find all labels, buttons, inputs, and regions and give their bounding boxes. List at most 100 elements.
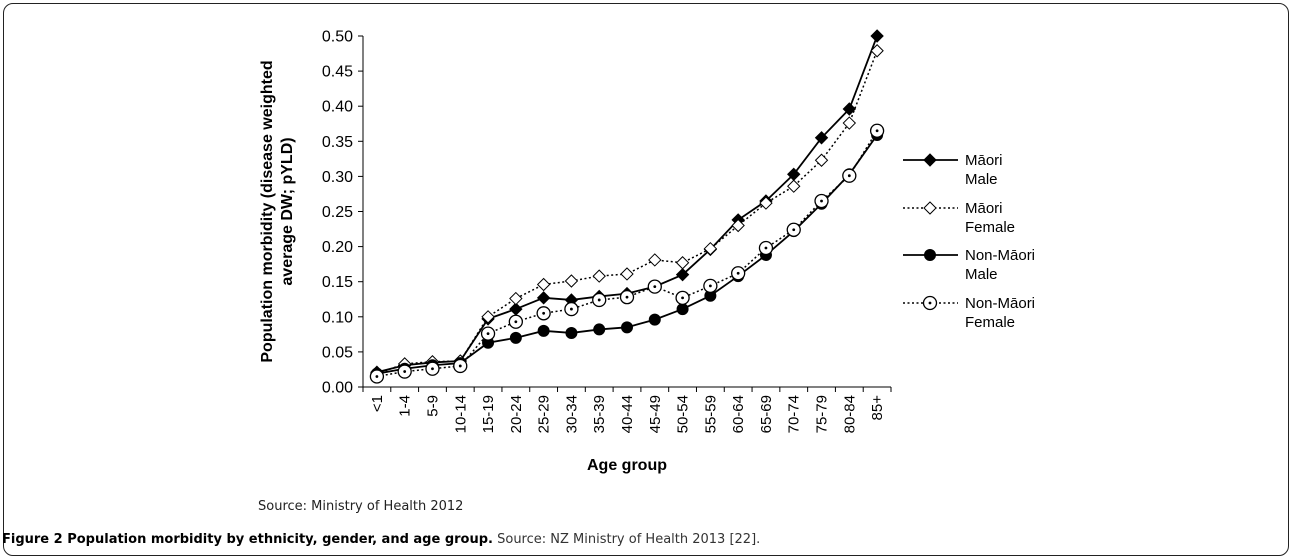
data-point [564, 301, 579, 317]
legend-label-line1: Māori [965, 152, 1003, 169]
data-point [814, 193, 829, 209]
caption-title: Figure 2 Population morbidity by ethnici… [2, 532, 493, 547]
x-tick-label: 70-74 [786, 395, 803, 433]
data-point [786, 222, 801, 237]
legend-label-line2: Male [965, 266, 998, 283]
marker-center [486, 332, 490, 336]
x-tick-label: 85+ [869, 395, 886, 421]
y-tick-label: 0.15 [322, 274, 353, 291]
marker-center [458, 364, 462, 368]
x-tick-label: 60-64 [730, 395, 747, 433]
marker-center [653, 285, 657, 289]
legend-label-line1: Māori [965, 200, 1003, 217]
caption-source: Source: NZ Ministry of Health 2013 [22]. [492, 532, 761, 547]
data-point [593, 323, 606, 336]
data-point [619, 289, 635, 305]
data-point [870, 44, 884, 58]
data-point [675, 267, 690, 282]
y-tick-label: 0.20 [322, 239, 353, 256]
data-point [842, 102, 857, 116]
source-note: Source: Ministry of Health 2012 [258, 499, 464, 514]
data-point [480, 326, 496, 341]
legend-item-2: Māori Female [903, 200, 1015, 236]
x-tick-label: 50-54 [675, 395, 692, 433]
data-point [592, 269, 606, 283]
y-tick-label: 0.05 [322, 344, 353, 361]
x-tick-label: 45-49 [647, 395, 664, 433]
data-point [565, 326, 578, 339]
legend-item-4: Non-Māori Female [903, 295, 1035, 331]
figure-caption: Figure 2 Population morbidity by ethnici… [2, 532, 760, 547]
data-point [621, 321, 633, 334]
legend-marker [923, 201, 937, 215]
x-tick-label: 1-4 [397, 395, 414, 417]
legend-item-1: Māori Male [903, 152, 1003, 188]
y-tick-label: 0.35 [322, 134, 353, 151]
data-point [564, 274, 579, 288]
data-point [509, 291, 523, 306]
data-point [369, 369, 385, 384]
x-tick-label: 65-69 [758, 395, 775, 433]
data-point [731, 218, 745, 233]
y-tick-label: 0.25 [322, 204, 353, 221]
data-point [731, 266, 746, 281]
data-point [620, 267, 634, 281]
data-point [397, 364, 412, 379]
data-point [537, 324, 550, 337]
data-point [509, 331, 522, 344]
legend-label-line2: Female [965, 314, 1015, 331]
legend-label-line1: Non-Māori [965, 295, 1035, 312]
y-tick-label: 0.45 [322, 64, 353, 81]
marker-center [681, 296, 684, 300]
data-point [536, 277, 551, 292]
marker-center [431, 367, 434, 371]
legend-label-line2: Female [965, 219, 1015, 236]
data-point [870, 29, 884, 43]
series-3 [370, 128, 884, 380]
x-tick-label: 80-84 [841, 395, 858, 433]
data-point [676, 303, 689, 316]
series-layer [369, 29, 885, 384]
y-axis-title-line1: Population morbidity (disease weighted [259, 60, 276, 362]
legend-marker [924, 249, 936, 261]
y-axis-title-line2: average DW; pYLD) [279, 137, 296, 285]
figure-frame [3, 3, 1289, 556]
data-point [508, 314, 523, 329]
x-tick-label: 20-24 [508, 395, 525, 433]
marker-center [403, 370, 407, 373]
y-tick-label: 0.00 [322, 380, 353, 397]
marker-center [875, 129, 879, 133]
morbidity-line-chart: 0.00 0.05 0.10 0.15 0.20 0.25 0.30 0.35 0.40 0.45… [259, 29, 1035, 475]
data-point [481, 310, 495, 324]
x-tick-label: 40-44 [619, 395, 636, 433]
x-tick-label: 10-14 [452, 395, 469, 433]
y-tick-label: 0.40 [322, 99, 353, 116]
marker-center [847, 174, 851, 178]
x-tick-label: 25-29 [536, 395, 553, 433]
data-point [425, 361, 440, 376]
axes-layer: 0.00 0.05 0.10 0.15 0.20 0.25 0.30 0.35 0.40 0.45… [259, 29, 892, 474]
series-line [376, 134, 878, 375]
data-point [647, 279, 662, 294]
data-point [787, 179, 801, 193]
x-axis-title: Age group [587, 457, 667, 474]
x-tick-label: 35-39 [591, 395, 608, 433]
y-tick-label: 0.50 [322, 29, 353, 46]
x-tick-label: 75-79 [814, 395, 831, 433]
marker-center [542, 311, 546, 315]
chart-legend: Māori Male Māori Female Non-Māori Male Non-Māo… [903, 152, 1035, 331]
marker-center [597, 298, 601, 302]
data-point [869, 123, 885, 138]
data-point [592, 292, 607, 308]
marker-center [736, 271, 740, 275]
marker-center [764, 246, 768, 250]
marker-center [514, 320, 518, 324]
legend-label-line2: Male [965, 171, 998, 188]
data-point [842, 116, 857, 130]
data-point [703, 241, 718, 256]
marker-center [792, 228, 796, 232]
data-point [675, 290, 690, 305]
data-point [814, 153, 829, 167]
marker-center [570, 307, 573, 311]
series-line [376, 130, 878, 378]
